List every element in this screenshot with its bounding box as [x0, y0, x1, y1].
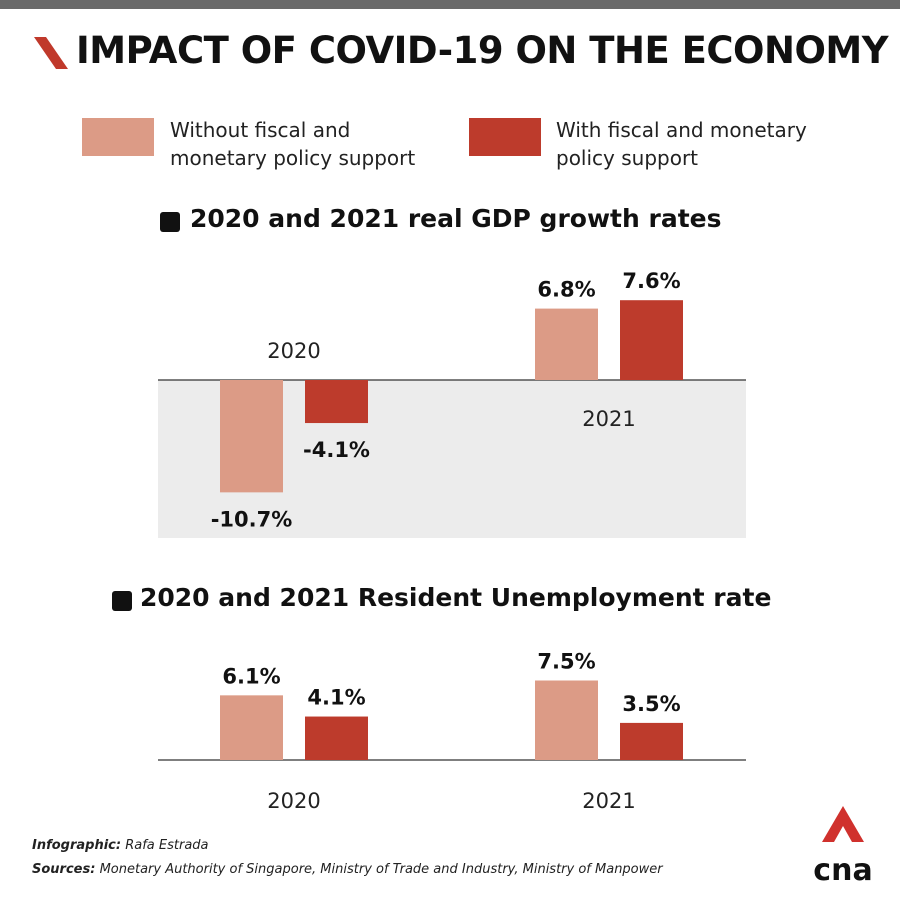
category-label: 2020 [267, 339, 320, 363]
footer-credit-value: Rafa Estrada [125, 838, 209, 853]
legend-swatch-with [469, 118, 541, 156]
legend-label-with: With fiscal and monetary policy support [556, 118, 807, 170]
top-bar [0, 0, 900, 9]
category-label: 2021 [582, 789, 635, 813]
data-label: 7.6% [622, 269, 680, 293]
gdp-section-square [160, 212, 180, 232]
footer-credit: Infographic: Rafa Estrada [32, 838, 209, 853]
bar [305, 380, 368, 424]
data-label: 3.5% [622, 692, 680, 716]
cna-logo-text: cna [813, 853, 872, 884]
data-label: -10.7% [211, 507, 293, 531]
bar [620, 722, 683, 760]
category-label: 2021 [582, 407, 635, 431]
legend-swatch-without [82, 118, 154, 156]
unemployment-chart-title: 2020 and 2021 Resident Unemployment rate [140, 583, 772, 612]
bar [535, 680, 598, 760]
unemployment-chart: 6.1% 4.1% 2020 7.5% 3.5% 2021 [158, 650, 746, 813]
footer-sources: Sources: Monetary Authority of Singapore… [32, 862, 663, 877]
bar [220, 380, 283, 493]
cna-logo-icon: cna [813, 806, 873, 884]
bar [535, 308, 598, 380]
footer-sources-label: Sources: [32, 862, 96, 877]
title-slash-icon [34, 37, 68, 69]
bar [220, 695, 283, 760]
data-label: 6.1% [222, 664, 280, 688]
bar [305, 716, 368, 760]
page-title: IMPACT OF COVID-19 ON THE ECONOMY [76, 29, 889, 72]
data-label: 4.1% [307, 686, 365, 710]
data-label: -4.1% [303, 438, 370, 462]
category-label: 2020 [267, 789, 320, 813]
data-label: 7.5% [537, 650, 595, 674]
bar [620, 300, 683, 380]
gdp-chart-title: 2020 and 2021 real GDP growth rates [190, 204, 722, 233]
legend-label-without: Without fiscal and monetary policy suppo… [170, 118, 416, 170]
gdp-chart: -10.7% -4.1% 2020 6.8% 7.6% 2021 [158, 269, 746, 538]
data-label: 6.8% [537, 278, 595, 302]
unemployment-section-square [112, 591, 132, 611]
footer-sources-value: Monetary Authority of Singapore, Ministr… [99, 862, 663, 877]
footer-credit-label: Infographic: [32, 838, 122, 853]
